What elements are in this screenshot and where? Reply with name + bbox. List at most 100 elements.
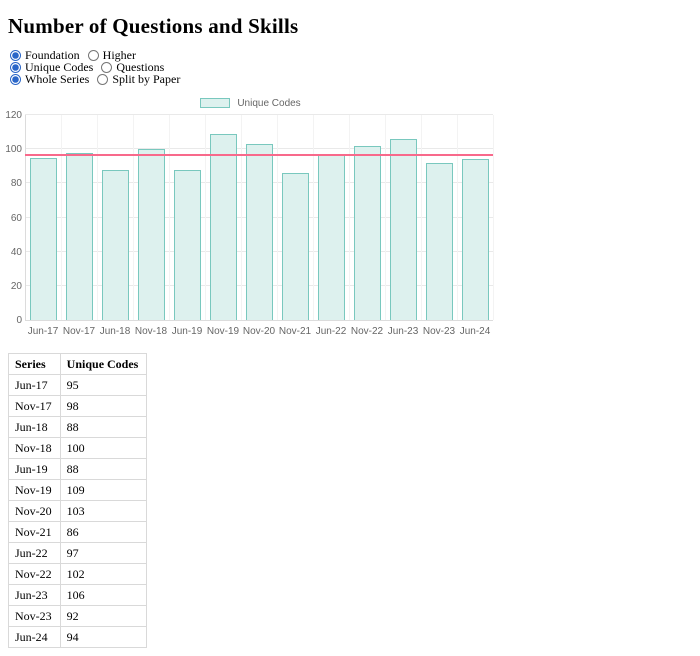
x-axis-tick-label: Jun-22 [315, 326, 347, 337]
y-axis-tick-label: 120 [5, 110, 22, 121]
gridline-vertical [133, 115, 134, 320]
split-by-paper-label-text: Split by Paper [112, 72, 181, 86]
gridline-horizontal [25, 320, 493, 321]
bar-Nov-21[interactable] [282, 173, 309, 320]
higher-radio[interactable] [87, 49, 99, 61]
split-by-paper-radio[interactable] [97, 73, 109, 85]
series-radio-row: Whole Series Split by Paper [10, 73, 692, 85]
chart-plot-area: 0 20 40 60 80 100 120 [5, 110, 494, 326]
chart-x-axis: Jun-17 Nov-17 Jun-18 Nov-18 Jun-19 Nov-19 Nov-… [25, 320, 493, 338]
foundation-label-text: Foundation [25, 48, 80, 62]
whole-series-radio[interactable] [10, 73, 21, 85]
y-axis-tick-label: 0 [16, 315, 22, 326]
x-axis-tick-label: Jun-19 [171, 326, 203, 337]
table-cell-value: 88 [59, 416, 148, 438]
bar-Jun-22[interactable] [318, 154, 345, 320]
higher-label-text: Higher [102, 48, 136, 62]
gridline-vertical [421, 115, 422, 320]
bar-Nov-20[interactable] [246, 144, 273, 320]
bar-Nov-19[interactable] [210, 133, 237, 320]
gridline-vertical [25, 115, 26, 320]
table-cell-value: 95 [59, 374, 148, 396]
y-axis-tick-label: 20 [10, 280, 22, 292]
bar-Jun-19[interactable] [174, 169, 201, 320]
x-axis-tick-label: Jun-18 [99, 326, 131, 337]
gridline-vertical [61, 115, 62, 320]
table-cell-value: 88 [59, 458, 148, 480]
table-cell-series: Jun-23 [8, 584, 61, 606]
split-by-paper-radio-label[interactable]: Split by Paper [97, 73, 180, 85]
table-cell-series: Jun-18 [8, 416, 61, 438]
gridline-vertical [241, 115, 242, 320]
table-cell-value: 97 [59, 542, 148, 564]
measure-radio-row: Unique Codes Questions [10, 61, 692, 73]
x-axis-tick-label: Nov-20 [242, 326, 276, 337]
table-header-row: Series Unique Codes [8, 353, 148, 375]
table-cell-value: 103 [59, 500, 148, 522]
bar-Jun-24[interactable] [462, 159, 489, 320]
page-title: Number of Questions and Skills [8, 14, 299, 38]
table-cell-value: 100 [59, 437, 148, 459]
x-axis-tick-label: Nov-19 [206, 326, 240, 337]
radio-controls: Foundation Higher Unique Codes Questions… [10, 49, 692, 85]
gridline-vertical [277, 115, 278, 320]
table-cell-value: 102 [59, 563, 148, 585]
x-axis-tick-label: Jun-23 [387, 326, 419, 337]
table-row: Jun-23 106 [8, 584, 148, 606]
x-axis-tick-label: Nov-17 [62, 326, 96, 337]
whole-series-radio-label[interactable]: Whole Series [10, 73, 89, 85]
table-cell-value: 109 [59, 479, 148, 501]
gridline-vertical [205, 115, 206, 320]
x-axis-tick-label: Nov-18 [134, 326, 168, 337]
y-axis-tick-label: 80 [10, 178, 22, 190]
table-row: Jun-24 94 [8, 626, 148, 648]
table-cell-series: Nov-21 [8, 521, 61, 543]
unique-codes-label-text: Unique Codes [25, 60, 94, 74]
table-row: Nov-22 102 [8, 563, 148, 585]
higher-radio-label[interactable]: Higher [87, 48, 136, 62]
table-cell-value: 106 [59, 584, 148, 606]
table-cell-value: 92 [59, 605, 148, 627]
unique-codes-radio-label[interactable]: Unique Codes [10, 61, 93, 73]
bar-Jun-17[interactable] [30, 157, 57, 320]
gridline-vertical [493, 115, 494, 320]
gridline-vertical [385, 115, 386, 320]
x-axis-tick-label: Nov-21 [278, 326, 312, 337]
bar-Nov-23[interactable] [426, 162, 453, 320]
bar-Jun-18[interactable] [102, 169, 129, 320]
foundation-radio-label[interactable]: Foundation [10, 49, 80, 61]
questions-label-text: Questions [116, 60, 165, 74]
bar-Nov-17[interactable] [66, 152, 93, 320]
table-row: Jun-19 88 [8, 458, 148, 480]
tier-radio-row: Foundation Higher [10, 49, 692, 61]
table-row: Nov-21 86 [8, 521, 148, 543]
table-row: Jun-22 97 [8, 542, 148, 564]
bar-Nov-18[interactable] [138, 149, 165, 320]
x-axis-tick-label: Nov-23 [422, 326, 456, 337]
table-cell-value: 86 [59, 521, 148, 543]
gridline-vertical [169, 115, 170, 320]
questions-radio-label[interactable]: Questions [101, 61, 164, 73]
questions-radio[interactable] [101, 61, 113, 73]
table-cell-series: Nov-19 [8, 479, 61, 501]
bar-Nov-22[interactable] [354, 145, 381, 320]
table-cell-series: Nov-22 [8, 563, 61, 585]
gridline-horizontal [25, 114, 493, 115]
table-row: Nov-17 98 [8, 395, 148, 417]
legend-label: Unique Codes [237, 97, 301, 109]
foundation-radio[interactable] [10, 49, 21, 61]
x-axis-tick-label: Jun-17 [27, 326, 59, 337]
unique-codes-radio[interactable] [10, 61, 21, 73]
table-cell-value: 98 [59, 395, 148, 417]
table-cell-series: Nov-18 [8, 437, 61, 459]
y-axis-tick-label: 40 [10, 246, 22, 258]
results-table: Series Unique Codes Jun-17 95 Nov-17 98 Jun-… [8, 353, 148, 648]
x-axis-tick-label: Nov-22 [350, 326, 384, 337]
x-axis-tick-label: Jun-24 [459, 326, 491, 337]
table-header-unique-codes: Unique Codes [59, 353, 148, 375]
chart-legend[interactable]: Unique Codes [8, 97, 493, 109]
bar-Jun-23[interactable] [390, 138, 417, 320]
table-row: Nov-19 109 [8, 479, 148, 501]
whole-series-label-text: Whole Series [25, 72, 90, 86]
gridline-vertical [457, 115, 458, 320]
